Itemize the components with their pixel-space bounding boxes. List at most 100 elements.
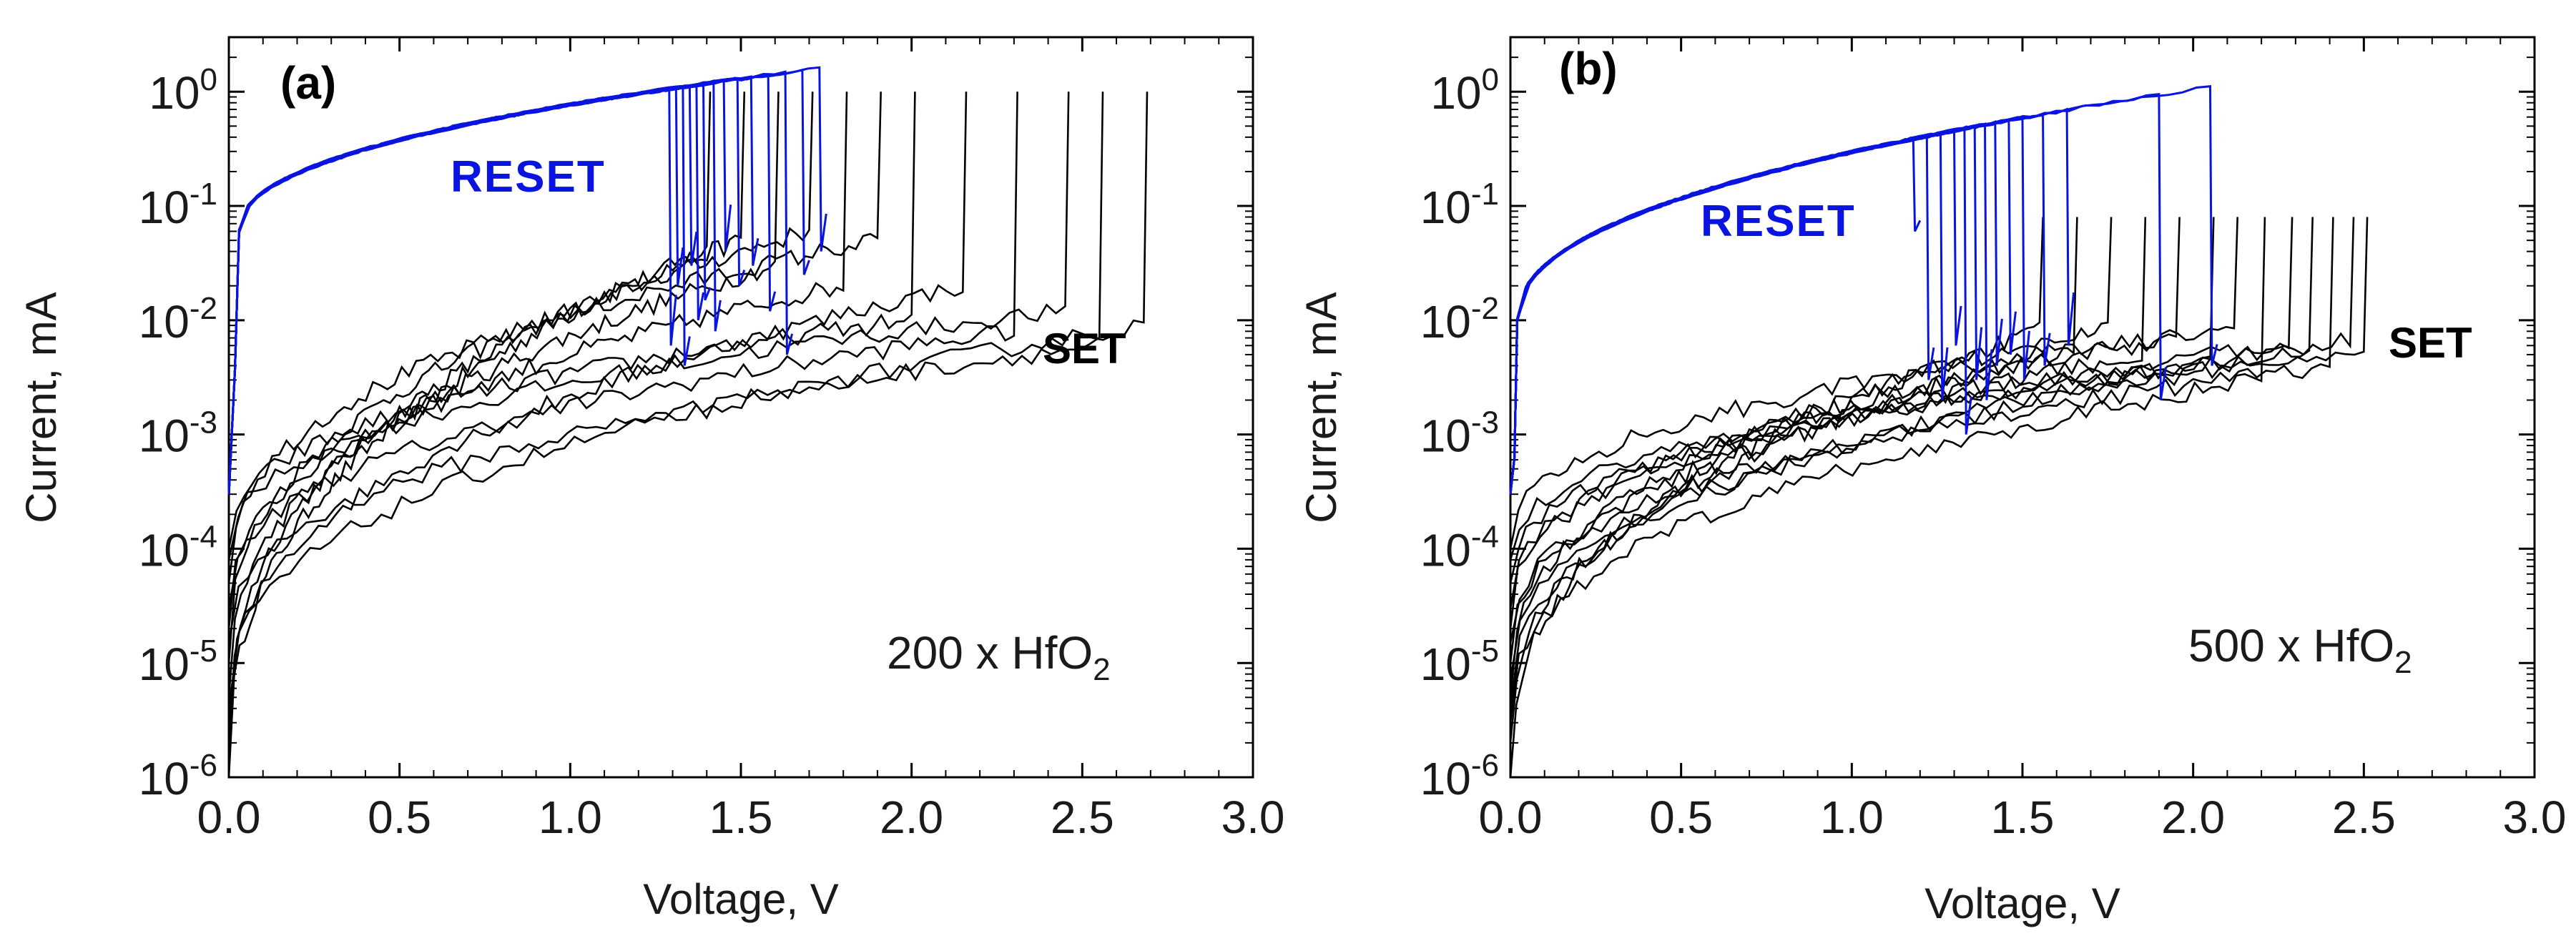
y-tick-label: 10-6: [1420, 748, 1499, 804]
y-tick-label: 100: [1430, 62, 1499, 119]
y-tick-exponent: -5: [1471, 634, 1499, 669]
set-curve: [1509, 217, 2181, 629]
sample-label-subscript: 2: [2394, 645, 2412, 680]
y-tick-exponent: -4: [190, 519, 217, 554]
y-tick-label: 100: [149, 62, 217, 119]
sample-label-main: 500 x HfO: [2188, 620, 2394, 671]
x-tick-label: 2.0: [2161, 792, 2225, 843]
y-tick-exponent: -4: [1471, 519, 1499, 554]
y-tick-exponent: 0: [1482, 62, 1499, 97]
set-curve: [1509, 217, 2238, 549]
reset-label: RESET: [1701, 197, 1856, 246]
panel-label: (b): [1559, 43, 1618, 94]
reset-curves: [1509, 85, 2218, 495]
set-curve: [1509, 217, 2266, 723]
y-tick-base: 10: [1420, 524, 1471, 576]
y-tick-exponent: -6: [190, 748, 217, 783]
y-tick-base: 10: [1420, 639, 1471, 690]
reset-curve: [1509, 85, 2218, 495]
y-tick-base: 10: [1430, 67, 1481, 119]
reset-curve: [227, 66, 827, 495]
x-tick-label: 0.5: [368, 792, 431, 843]
y-axis-title: Current, mA: [17, 292, 65, 523]
y-tick-label: 10-3: [139, 405, 217, 462]
y-tick-exponent: -2: [1471, 291, 1499, 326]
set-curve: [227, 92, 968, 723]
y-tick-label: 10-6: [139, 748, 217, 804]
y-tick-base: 10: [1420, 410, 1471, 462]
set-curves: [1509, 217, 2369, 778]
x-tick-label: 1.0: [539, 792, 602, 843]
sample-label: 500 x HfO2: [2188, 620, 2412, 680]
set-curve: [227, 92, 1149, 709]
set-curve: [227, 92, 746, 743]
y-tick-base: 10: [1420, 753, 1471, 804]
set-curve: [1509, 217, 2294, 609]
y-tick-exponent: -1: [190, 177, 217, 212]
x-tick-label: 1.5: [1991, 792, 2055, 843]
y-tick-label: 10-5: [139, 634, 217, 690]
y-tick-base: 10: [1420, 296, 1471, 348]
x-tick-label: 0.5: [1649, 792, 1713, 843]
panel-b: 0.0 0.5 1.0 1.5 2.0 2.5 3.0 10010-110-210-310-…: [1297, 36, 2567, 927]
set-curve: [227, 92, 882, 583]
y-tick-label: 10-3: [1420, 405, 1499, 462]
y-tick-base: 10: [1420, 182, 1471, 233]
panel-label: (a): [280, 57, 336, 109]
x-tick-labels: 0.0 0.5 1.0 1.5 2.0 2.5 3.0: [1479, 792, 2567, 843]
x-tick-label: 3.0: [2503, 792, 2567, 843]
set-curve: [227, 92, 1018, 609]
set-curve: [227, 92, 780, 698]
y-tick-exponent: -3: [1471, 405, 1499, 440]
y-axis-title: Current, mA: [1297, 292, 1345, 523]
x-tick-label: 2.0: [880, 792, 943, 843]
set-label: SET: [2389, 319, 2472, 367]
y-tick-label: 10-4: [1420, 519, 1499, 576]
y-tick-label: 10-1: [139, 177, 217, 233]
sample-label-main: 200 x HfO: [887, 627, 1093, 679]
x-axis-title: Voltage, V: [643, 875, 839, 923]
x-tick-label: 2.5: [2332, 792, 2396, 843]
set-curve: [227, 92, 712, 778]
x-tick-label: 1.0: [1820, 792, 1884, 843]
set-curve: [1509, 217, 2369, 681]
set-curve: [227, 92, 916, 549]
x-axis-title: Voltage, V: [1924, 879, 2120, 927]
y-tick-base: 10: [139, 753, 190, 804]
y-tick-exponent: -5: [190, 634, 217, 669]
y-tick-exponent: -2: [190, 291, 217, 326]
y-tick-label: 10-2: [1420, 291, 1499, 348]
sample-label-subscript: 2: [1093, 652, 1110, 687]
y-tick-exponent: 0: [200, 62, 217, 97]
x-tick-label: 2.5: [1051, 792, 1114, 843]
set-curves: [227, 92, 1149, 778]
y-tick-exponent: -6: [1471, 748, 1499, 783]
reset-label: RESET: [451, 152, 606, 202]
panel-a: 0.0 0.5 1.0 1.5 2.0 2.5 3.0 10010-110-210-310-…: [17, 36, 1285, 923]
y-tick-base: 10: [139, 182, 190, 233]
y-tick-label: 10-4: [139, 519, 217, 576]
set-curve: [1509, 217, 2334, 644]
y-tick-base: 10: [139, 410, 190, 462]
x-tick-labels: 0.0 0.5 1.0 1.5 2.0 2.5 3.0: [197, 792, 1285, 843]
set-curve: [1509, 217, 2215, 583]
y-tick-exponent: -3: [190, 405, 217, 440]
y-tick-base: 10: [139, 296, 190, 348]
y-tick-base: 10: [149, 67, 200, 119]
x-tick-label: 0.0: [1479, 792, 1543, 843]
y-tick-label: 10-2: [139, 291, 217, 348]
y-tick-label: 10-1: [1420, 177, 1499, 233]
y-tick-base: 10: [139, 524, 190, 576]
y-tick-base: 10: [139, 639, 190, 690]
set-label: SET: [1043, 325, 1126, 373]
sample-label: 200 x HfO2: [887, 627, 1111, 687]
set-curve: [227, 92, 1070, 561]
x-tick-label: 1.5: [709, 792, 773, 843]
x-tick-label: 0.0: [197, 792, 261, 843]
reset-curves: [227, 66, 827, 495]
y-tick-exponent: -1: [1471, 177, 1499, 212]
